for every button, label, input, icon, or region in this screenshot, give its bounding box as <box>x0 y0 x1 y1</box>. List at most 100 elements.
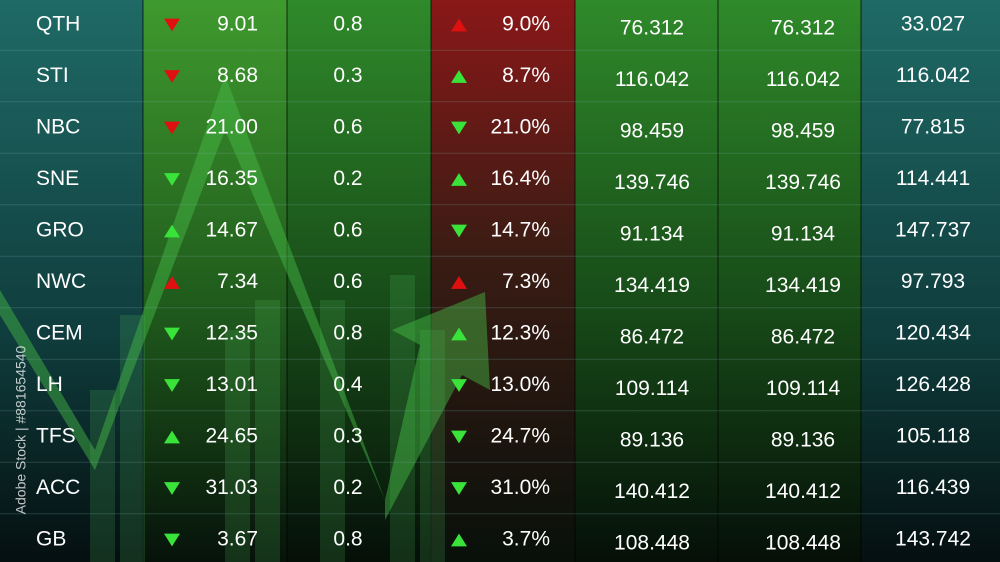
row-line <box>0 461 1000 463</box>
ticker: QTH <box>36 13 80 36</box>
arrow-icon <box>451 327 467 341</box>
percent-change: 9.0% <box>502 13 550 36</box>
arrow-icon <box>451 276 467 289</box>
ticker: NWC <box>36 270 86 293</box>
column-bg <box>143 0 287 562</box>
price: 3.67 <box>217 528 258 551</box>
arrow-icon <box>451 121 467 135</box>
price: 7.34 <box>217 270 258 293</box>
column-bg <box>431 0 575 562</box>
change: 0.4 <box>333 373 363 396</box>
ticker: STI <box>36 64 69 87</box>
column-bg <box>718 0 861 562</box>
percent-change: 24.7% <box>490 425 550 448</box>
trend-arrow <box>0 75 490 520</box>
change: 0.8 <box>333 322 362 345</box>
arrow-icon <box>164 121 180 135</box>
close-value: 109.114 <box>766 377 841 400</box>
open-value: 109.114 <box>615 377 690 400</box>
volume-value: 114.441 <box>896 167 970 190</box>
close-value: 134.419 <box>765 274 841 297</box>
ticker: GRO <box>36 219 84 242</box>
percent-change: 31.0% <box>490 476 550 499</box>
ticker: TFS <box>36 425 76 448</box>
arrow-icon <box>164 533 180 547</box>
price: 16.35 <box>205 167 258 190</box>
ticker: ACC <box>36 476 80 499</box>
arrow-icon <box>451 533 467 547</box>
change: 0.3 <box>333 425 362 448</box>
percent-change: 7.3% <box>502 270 550 293</box>
row-line <box>0 307 1000 309</box>
ticker: SNE <box>36 167 79 190</box>
ticker: LH <box>36 373 63 396</box>
price: 8.68 <box>217 64 258 87</box>
close-value: 76.312 <box>771 17 835 40</box>
row-line <box>0 152 1000 154</box>
open-value: 89.136 <box>620 429 684 452</box>
row-line <box>0 358 1000 360</box>
price: 21.00 <box>205 116 258 139</box>
open-value: 134.419 <box>614 274 690 297</box>
ticker: GB <box>36 528 66 551</box>
close-value: 116.042 <box>766 68 840 91</box>
row-line <box>0 513 1000 515</box>
background-bars <box>90 275 445 562</box>
open-value: 98.459 <box>620 120 684 143</box>
open-value: 116.042 <box>615 68 689 91</box>
volume-value: 105.118 <box>896 425 970 448</box>
close-value: 89.136 <box>771 429 835 452</box>
volume-value: 116.042 <box>896 64 970 87</box>
arrow-icon <box>451 173 467 186</box>
price: 13.01 <box>205 373 258 396</box>
open-value: 140.412 <box>614 480 690 503</box>
column-bg <box>287 0 431 562</box>
open-value: 76.312 <box>620 17 684 40</box>
percent-change: 12.3% <box>490 322 550 345</box>
volume-value: 77.815 <box>901 116 965 139</box>
row-line <box>0 255 1000 257</box>
change: 0.2 <box>333 167 362 190</box>
percent-change: 13.0% <box>490 373 550 396</box>
close-value: 91.134 <box>771 223 836 246</box>
change: 0.2 <box>333 476 362 499</box>
watermark: Adobe Stock | #881654540 <box>13 345 29 514</box>
change: 0.6 <box>333 116 362 139</box>
column-dividers <box>142 0 862 562</box>
volume-value: 97.793 <box>901 270 965 293</box>
row-line <box>0 49 1000 51</box>
change: 0.8 <box>333 13 362 36</box>
percent-change: 8.7% <box>502 64 550 87</box>
arrow-icon <box>451 224 467 238</box>
arrow-icon <box>451 430 467 444</box>
ticker: NBC <box>36 116 80 139</box>
ticker: CEM <box>36 322 83 345</box>
change: 0.6 <box>333 219 362 242</box>
close-value: 140.412 <box>765 480 841 503</box>
percent-change: 3.7% <box>502 528 550 551</box>
price: 24.65 <box>205 425 258 448</box>
volume-value: 33.027 <box>901 13 965 36</box>
price: 12.35 <box>205 322 258 345</box>
arrow-icon <box>164 482 180 495</box>
row-line <box>0 410 1000 412</box>
open-value: 91.134 <box>620 223 685 246</box>
price: 9.01 <box>217 13 258 36</box>
open-value: 139.746 <box>614 171 690 194</box>
arrow-icon <box>164 430 180 444</box>
close-value: 86.472 <box>771 326 835 349</box>
price: 14.67 <box>205 219 258 242</box>
percent-change: 16.4% <box>490 167 550 190</box>
price: 31.03 <box>205 476 258 499</box>
volume-value: 147.737 <box>895 219 971 242</box>
close-value: 98.459 <box>771 120 835 143</box>
close-value: 139.746 <box>765 171 841 194</box>
row-line <box>0 204 1000 206</box>
arrow-icon <box>451 379 467 392</box>
volume-value: 120.434 <box>895 322 971 345</box>
close-value: 108.448 <box>765 532 841 555</box>
arrow-icon <box>164 276 180 289</box>
arrow-icon <box>164 173 180 186</box>
arrow-icon <box>164 18 180 32</box>
